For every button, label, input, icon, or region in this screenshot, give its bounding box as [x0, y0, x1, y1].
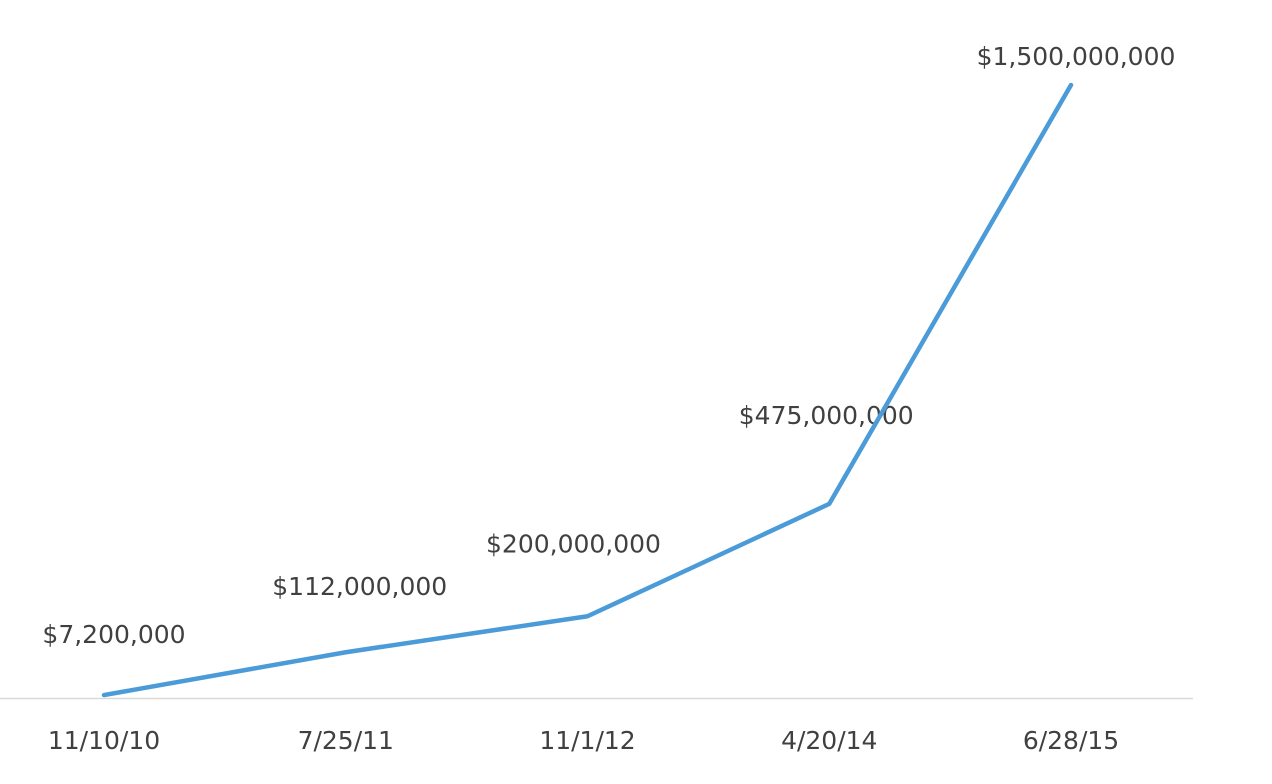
- data-label: $112,000,000: [272, 572, 447, 601]
- data-label: $200,000,000: [486, 529, 661, 558]
- x-tick-label: 11/10/10: [48, 726, 160, 755]
- line: [101, 82, 1074, 698]
- x-tick-label: 7/25/11: [298, 726, 394, 755]
- x-tick-label: 6/28/15: [1023, 726, 1119, 755]
- data-label: $1,500,000,000: [977, 42, 1176, 71]
- data-label: $7,200,000: [42, 620, 185, 649]
- x-tick-label: 4/20/14: [781, 726, 877, 755]
- x-tick-label: 11/1/12: [539, 726, 635, 755]
